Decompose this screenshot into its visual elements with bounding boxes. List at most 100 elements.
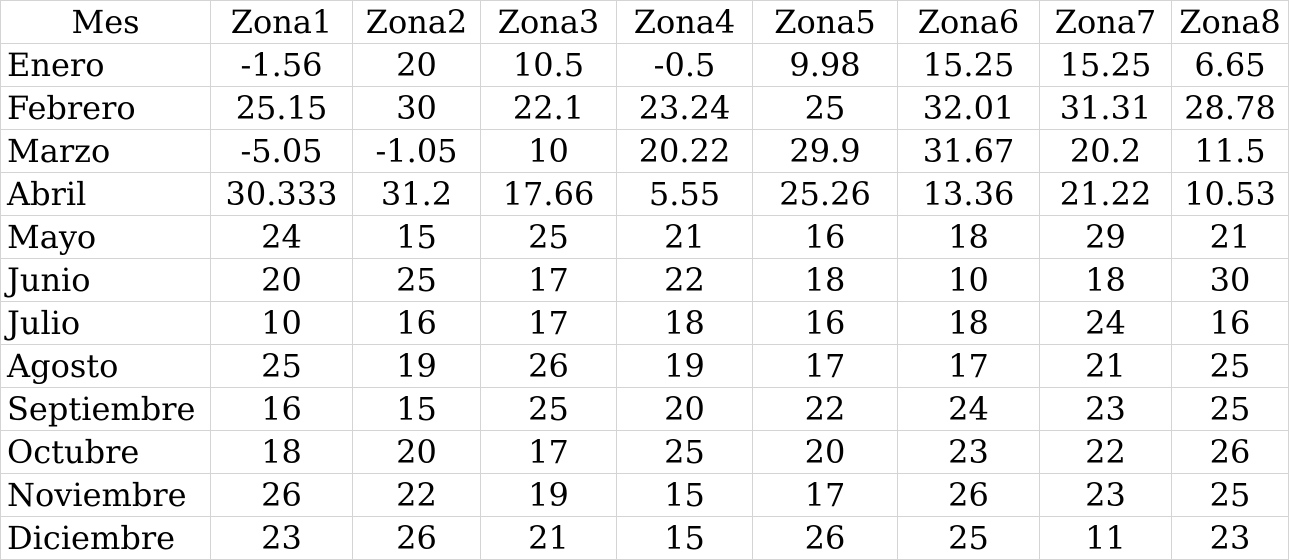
value-cell-zona7[interactable]: 23: [1039, 387, 1172, 431]
value-cell-zona1[interactable]: 24: [210, 215, 353, 259]
value-cell-zona7[interactable]: 29: [1039, 215, 1172, 259]
month-cell[interactable]: Febrero: [0, 86, 211, 130]
value-cell-zona1[interactable]: 16: [210, 387, 353, 431]
value-cell-zona5[interactable]: 25.26: [752, 172, 898, 216]
value-cell-zona1[interactable]: 30.333: [210, 172, 353, 216]
value-cell-zona5[interactable]: 17: [752, 344, 898, 388]
value-cell-zona3[interactable]: 17: [480, 430, 617, 474]
value-cell-zona6[interactable]: 18: [897, 301, 1040, 345]
header-cell-zona5[interactable]: Zona5: [752, 0, 898, 44]
value-cell-zona3[interactable]: 26: [480, 344, 617, 388]
value-cell-zona1[interactable]: 25.15: [210, 86, 353, 130]
value-cell-zona8[interactable]: 28.78: [1171, 86, 1289, 130]
value-cell-zona2[interactable]: 20: [352, 43, 481, 87]
value-cell-zona6[interactable]: 24: [897, 387, 1040, 431]
value-cell-zona8[interactable]: 30: [1171, 258, 1289, 302]
value-cell-zona4[interactable]: 19: [616, 344, 753, 388]
value-cell-zona6[interactable]: 15.25: [897, 43, 1040, 87]
value-cell-zona2[interactable]: 19: [352, 344, 481, 388]
value-cell-zona1[interactable]: 25: [210, 344, 353, 388]
value-cell-zona2[interactable]: 20: [352, 430, 481, 474]
value-cell-zona8[interactable]: 16: [1171, 301, 1289, 345]
value-cell-zona4[interactable]: 5.55: [616, 172, 753, 216]
value-cell-zona1[interactable]: 20: [210, 258, 353, 302]
value-cell-zona6[interactable]: 32.01: [897, 86, 1040, 130]
value-cell-zona2[interactable]: 15: [352, 387, 481, 431]
value-cell-zona4[interactable]: 18: [616, 301, 753, 345]
value-cell-zona1[interactable]: -1.56: [210, 43, 353, 87]
value-cell-zona8[interactable]: 25: [1171, 344, 1289, 388]
value-cell-zona3[interactable]: 17: [480, 301, 617, 345]
value-cell-zona4[interactable]: -0.5: [616, 43, 753, 87]
value-cell-zona2[interactable]: 15: [352, 215, 481, 259]
value-cell-zona5[interactable]: 22: [752, 387, 898, 431]
value-cell-zona7[interactable]: 11: [1039, 516, 1172, 560]
value-cell-zona7[interactable]: 22: [1039, 430, 1172, 474]
value-cell-zona6[interactable]: 25: [897, 516, 1040, 560]
value-cell-zona3[interactable]: 21: [480, 516, 617, 560]
value-cell-zona6[interactable]: 10: [897, 258, 1040, 302]
value-cell-zona2[interactable]: -1.05: [352, 129, 481, 173]
value-cell-zona4[interactable]: 22: [616, 258, 753, 302]
value-cell-zona7[interactable]: 18: [1039, 258, 1172, 302]
value-cell-zona2[interactable]: 31.2: [352, 172, 481, 216]
value-cell-zona8[interactable]: 23: [1171, 516, 1289, 560]
value-cell-zona3[interactable]: 22.1: [480, 86, 617, 130]
value-cell-zona8[interactable]: 6.65: [1171, 43, 1289, 87]
value-cell-zona5[interactable]: 25: [752, 86, 898, 130]
value-cell-zona8[interactable]: 11.5: [1171, 129, 1289, 173]
value-cell-zona1[interactable]: 26: [210, 473, 353, 517]
value-cell-zona6[interactable]: 26: [897, 473, 1040, 517]
value-cell-zona2[interactable]: 30: [352, 86, 481, 130]
month-cell[interactable]: Marzo: [0, 129, 211, 173]
value-cell-zona8[interactable]: 26: [1171, 430, 1289, 474]
value-cell-zona6[interactable]: 18: [897, 215, 1040, 259]
value-cell-zona7[interactable]: 23: [1039, 473, 1172, 517]
month-cell[interactable]: Agosto: [0, 344, 211, 388]
value-cell-zona5[interactable]: 26: [752, 516, 898, 560]
value-cell-zona4[interactable]: 15: [616, 473, 753, 517]
value-cell-zona3[interactable]: 25: [480, 215, 617, 259]
month-cell[interactable]: Mayo: [0, 215, 211, 259]
header-cell-zona1[interactable]: Zona1: [210, 0, 353, 44]
value-cell-zona7[interactable]: 24: [1039, 301, 1172, 345]
value-cell-zona7[interactable]: 20.2: [1039, 129, 1172, 173]
value-cell-zona5[interactable]: 16: [752, 215, 898, 259]
header-cell-zona4[interactable]: Zona4: [616, 0, 753, 44]
value-cell-zona2[interactable]: 26: [352, 516, 481, 560]
value-cell-zona5[interactable]: 9.98: [752, 43, 898, 87]
month-cell[interactable]: Noviembre: [0, 473, 211, 517]
value-cell-zona5[interactable]: 16: [752, 301, 898, 345]
value-cell-zona5[interactable]: 29.9: [752, 129, 898, 173]
month-cell[interactable]: Septiembre: [0, 387, 211, 431]
value-cell-zona7[interactable]: 21: [1039, 344, 1172, 388]
value-cell-zona1[interactable]: -5.05: [210, 129, 353, 173]
value-cell-zona4[interactable]: 25: [616, 430, 753, 474]
value-cell-zona8[interactable]: 25: [1171, 473, 1289, 517]
header-cell-zona6[interactable]: Zona6: [897, 0, 1040, 44]
value-cell-zona2[interactable]: 25: [352, 258, 481, 302]
value-cell-zona5[interactable]: 18: [752, 258, 898, 302]
value-cell-zona2[interactable]: 22: [352, 473, 481, 517]
value-cell-zona4[interactable]: 20: [616, 387, 753, 431]
header-cell-zona8[interactable]: Zona8: [1171, 0, 1289, 44]
value-cell-zona5[interactable]: 20: [752, 430, 898, 474]
header-cell-zona2[interactable]: Zona2: [352, 0, 481, 44]
value-cell-zona3[interactable]: 17: [480, 258, 617, 302]
value-cell-zona4[interactable]: 23.24: [616, 86, 753, 130]
value-cell-zona6[interactable]: 23: [897, 430, 1040, 474]
value-cell-zona8[interactable]: 10.53: [1171, 172, 1289, 216]
value-cell-zona3[interactable]: 25: [480, 387, 617, 431]
header-cell-mes[interactable]: Mes: [0, 0, 211, 44]
month-cell[interactable]: Abril: [0, 172, 211, 216]
value-cell-zona7[interactable]: 21.22: [1039, 172, 1172, 216]
value-cell-zona3[interactable]: 10.5: [480, 43, 617, 87]
value-cell-zona3[interactable]: 10: [480, 129, 617, 173]
value-cell-zona3[interactable]: 17.66: [480, 172, 617, 216]
value-cell-zona1[interactable]: 10: [210, 301, 353, 345]
value-cell-zona6[interactable]: 13.36: [897, 172, 1040, 216]
value-cell-zona5[interactable]: 17: [752, 473, 898, 517]
header-cell-zona7[interactable]: Zona7: [1039, 0, 1172, 44]
value-cell-zona4[interactable]: 15: [616, 516, 753, 560]
value-cell-zona4[interactable]: 21: [616, 215, 753, 259]
